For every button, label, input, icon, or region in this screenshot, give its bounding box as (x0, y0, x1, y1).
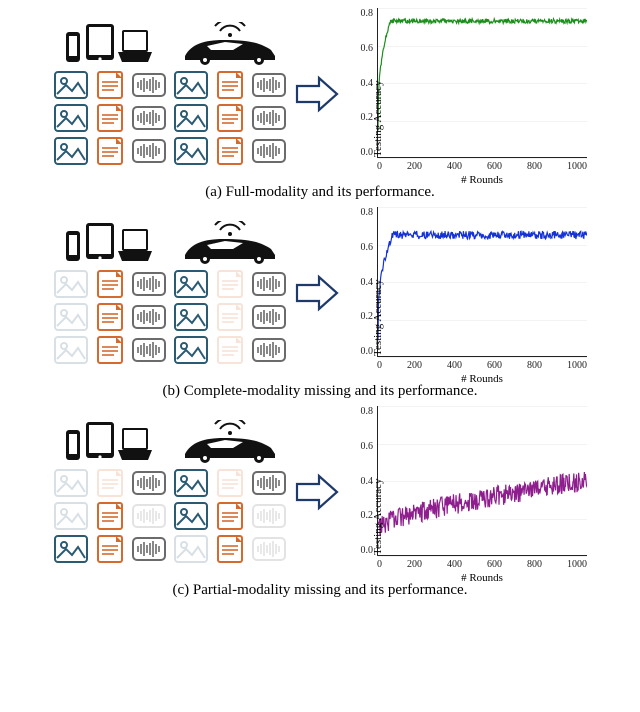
modality-grid (53, 70, 167, 166)
modality-audio-cell (131, 70, 167, 100)
panel-caption: (c) Partial-modality missing and its per… (173, 582, 468, 599)
modality-image-cell (173, 501, 209, 531)
device-icon (175, 221, 285, 265)
modality-text-cell (92, 302, 128, 332)
chart-xticks: 02004006008001000 (377, 161, 587, 172)
modality-text-cell (92, 534, 128, 564)
modality-image-cell (53, 103, 89, 133)
modality-image-cell (173, 335, 209, 365)
modality-audio-cell (251, 468, 287, 498)
modality-image-cell (53, 501, 89, 531)
device-icon (64, 221, 156, 265)
panel-b: 0.80.60.40.20.0 Testing Accuracy 0200400… (12, 207, 628, 400)
modality-image-cell (173, 103, 209, 133)
device-icon (64, 420, 156, 464)
modality-grid (53, 269, 167, 365)
device-icon (175, 22, 285, 66)
chart-ylabel: Testing Accuracy (372, 478, 384, 555)
chart-xticks: 02004006008001000 (377, 559, 587, 570)
client-car (173, 221, 287, 365)
modality-image-cell (173, 534, 209, 564)
modality-text-cell (212, 302, 248, 332)
chart: 0.80.60.40.20.0 Testing Accuracy 0200400… (345, 8, 587, 180)
chart-xticks: 02004006008001000 (377, 360, 587, 371)
modality-text-cell (92, 103, 128, 133)
modality-text-cell (92, 70, 128, 100)
modality-grid (173, 269, 287, 365)
modality-image-cell (173, 70, 209, 100)
chart-yticks: 0.80.60.40.20.0 (345, 8, 373, 158)
panel-c: 0.80.60.40.20.0 Testing Accuracy 0200400… (12, 406, 628, 599)
modality-grid (53, 468, 167, 564)
modality-text-cell (212, 70, 248, 100)
modality-audio-cell (131, 269, 167, 299)
modality-text-cell (212, 468, 248, 498)
modality-grid (173, 468, 287, 564)
modality-audio-cell (251, 136, 287, 166)
arrow-icon (293, 72, 339, 116)
chart-xlabel: # Rounds (377, 572, 587, 584)
modality-audio-cell (131, 501, 167, 531)
modality-text-cell (92, 468, 128, 498)
client-phone-laptop (53, 420, 167, 564)
chart-ylabel: Testing Accuracy (372, 80, 384, 157)
modality-grid (173, 70, 287, 166)
modality-text-cell (92, 335, 128, 365)
chart-ylabel: Testing Accuracy (372, 279, 384, 356)
modality-text-cell (92, 501, 128, 531)
chart-area: Testing Accuracy (377, 207, 587, 357)
modality-image-cell (173, 136, 209, 166)
client-car (173, 420, 287, 564)
panel-caption: (a) Full-modality and its performance. (205, 184, 435, 201)
modality-text-cell (212, 103, 248, 133)
modality-audio-cell (251, 103, 287, 133)
device-icon (64, 22, 156, 66)
device-icon (175, 420, 285, 464)
modality-audio-cell (131, 335, 167, 365)
modality-text-cell (212, 136, 248, 166)
modality-image-cell (173, 302, 209, 332)
arrow-icon (293, 271, 339, 315)
chart-xlabel: # Rounds (377, 174, 587, 186)
client-phone-laptop (53, 221, 167, 365)
modality-text-cell (212, 534, 248, 564)
modality-audio-cell (251, 269, 287, 299)
chart-area: Testing Accuracy (377, 406, 587, 556)
chart: 0.80.60.40.20.0 Testing Accuracy 0200400… (345, 406, 587, 578)
modality-audio-cell (131, 136, 167, 166)
modality-image-cell (53, 269, 89, 299)
modality-image-cell (53, 70, 89, 100)
panel-caption: (b) Complete-modality missing and its pe… (163, 383, 478, 400)
modality-text-cell (92, 269, 128, 299)
modality-text-cell (212, 501, 248, 531)
client-car (173, 22, 287, 166)
modality-audio-cell (131, 103, 167, 133)
modality-image-cell (53, 302, 89, 332)
modality-audio-cell (131, 468, 167, 498)
modality-image-cell (53, 136, 89, 166)
modality-audio-cell (251, 534, 287, 564)
modality-text-cell (212, 269, 248, 299)
modality-image-cell (53, 534, 89, 564)
modality-audio-cell (251, 335, 287, 365)
modality-image-cell (173, 269, 209, 299)
arrow-icon (293, 470, 339, 514)
modality-image-cell (53, 468, 89, 498)
panel-a: 0.80.60.40.20.0 Testing Accuracy 0200400… (12, 8, 628, 201)
chart-yticks: 0.80.60.40.20.0 (345, 406, 373, 556)
modality-audio-cell (251, 70, 287, 100)
modality-image-cell (53, 335, 89, 365)
modality-text-cell (92, 136, 128, 166)
modality-audio-cell (251, 501, 287, 531)
chart: 0.80.60.40.20.0 Testing Accuracy 0200400… (345, 207, 587, 379)
modality-image-cell (173, 468, 209, 498)
chart-xlabel: # Rounds (377, 373, 587, 385)
modality-text-cell (212, 335, 248, 365)
modality-audio-cell (131, 302, 167, 332)
chart-area: Testing Accuracy (377, 8, 587, 158)
chart-yticks: 0.80.60.40.20.0 (345, 207, 373, 357)
client-phone-laptop (53, 22, 167, 166)
modality-audio-cell (131, 534, 167, 564)
modality-audio-cell (251, 302, 287, 332)
